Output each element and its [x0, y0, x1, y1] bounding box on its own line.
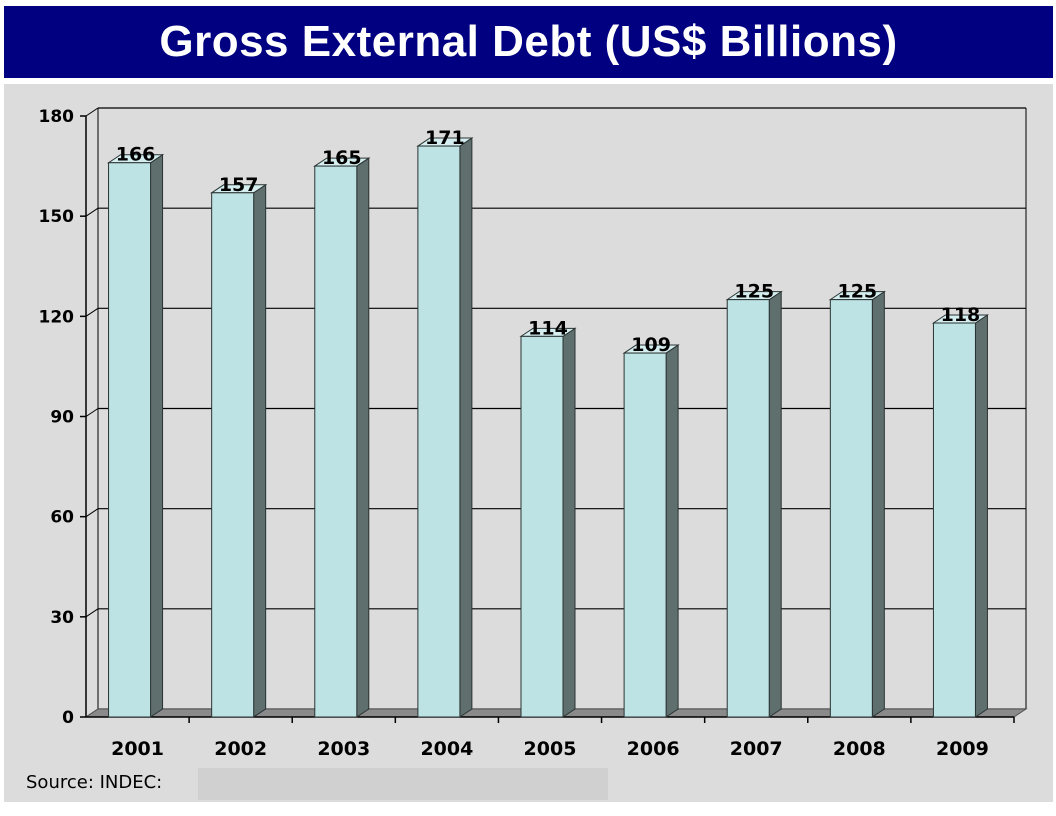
gridline-connector	[85, 307, 99, 317]
y-tick-label: 30	[50, 608, 74, 628]
bar	[314, 165, 358, 718]
bar-side	[974, 314, 988, 718]
bar	[726, 299, 770, 718]
x-tick-label: 2004	[420, 738, 473, 760]
bar-side	[356, 157, 370, 718]
gridline-connector	[85, 107, 99, 117]
bar	[417, 145, 461, 718]
x-tick-label: 2001	[111, 738, 164, 760]
data-label: 157	[219, 174, 259, 196]
bar-side	[665, 344, 679, 718]
data-label: 166	[116, 144, 156, 166]
data-label: 109	[631, 334, 671, 356]
x-tick-label: 2007	[730, 738, 783, 760]
data-label: 118	[941, 304, 981, 326]
y-tick-label: 0	[62, 708, 74, 728]
data-label: 125	[837, 281, 877, 303]
data-label: 125	[734, 281, 774, 303]
title-bar: Gross External Debt (US$ Billions)	[4, 6, 1053, 78]
y-tick-label: 90	[50, 408, 74, 428]
y-tick-label: 120	[39, 307, 75, 327]
bar	[623, 352, 667, 718]
bar-side	[871, 290, 885, 718]
y-tick-label: 180	[39, 107, 75, 127]
data-label: 165	[322, 147, 362, 169]
x-tick-label: 2009	[936, 738, 989, 760]
gridline-connector	[85, 408, 99, 417]
y-tick-label: 150	[39, 207, 75, 227]
x-tick-label: 2005	[524, 738, 577, 760]
data-label: 171	[425, 127, 465, 149]
x-tick-label: 2006	[627, 738, 680, 760]
gridline-connector	[85, 508, 99, 518]
gridline-connector	[85, 608, 99, 618]
chart-frame: Gross External Debt (US$ Billions) 0 30 60…	[4, 6, 1053, 802]
chart-title: Gross External Debt (US$ Billions)	[159, 17, 898, 66]
bar-side	[459, 137, 473, 718]
x-tick-label: 2003	[317, 738, 370, 760]
bar	[108, 162, 152, 718]
bar-side	[150, 153, 164, 718]
bar	[932, 322, 976, 718]
data-label: 114	[528, 317, 568, 339]
bar	[211, 192, 255, 718]
bar-side	[768, 290, 782, 718]
bar-side	[562, 327, 576, 718]
bar-side	[253, 183, 267, 718]
y-tick-label: 60	[50, 508, 74, 528]
x-tick-label: 2002	[214, 738, 267, 760]
gridline-connector	[85, 207, 99, 217]
bar	[829, 299, 873, 718]
bar-chart: 0 30 60 90 120 150 180 166 2001 157 2002 165 2003 171…	[39, 107, 1028, 760]
bar	[520, 335, 564, 718]
x-tick-label: 2008	[833, 738, 886, 760]
redacted-block	[198, 768, 608, 800]
source-note: Source: INDEC:	[26, 772, 163, 793]
